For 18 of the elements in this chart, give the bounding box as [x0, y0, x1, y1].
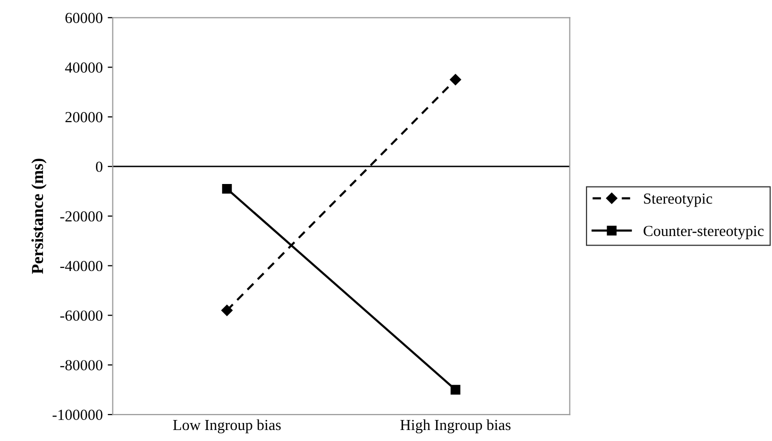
point: [222, 184, 232, 194]
legend-label: Stereotypic: [644, 194, 712, 207]
y-tick-label: 0: [96, 162, 102, 172]
y-tick-label: -20000: [60, 211, 102, 222]
y-tick-label: 60000: [65, 12, 102, 24]
y-tick-label: 20000: [65, 112, 102, 122]
legend-label: Counter-stereotypic: [644, 226, 764, 240]
x-tick-label: Low Ingroup bias: [173, 419, 281, 434]
point: [450, 384, 460, 395]
y-tick-label: -80000: [60, 360, 102, 370]
y-tick-label: -40000: [60, 260, 102, 272]
point: [221, 304, 233, 316]
y-tick-label: 40000: [65, 62, 102, 73]
y-tick-label: -60000: [60, 310, 102, 321]
y-axis-title: Persistance (ms): [31, 158, 47, 274]
x-tick-label: High Ingroup bias: [400, 419, 511, 434]
y-tick-label: -100000: [52, 410, 102, 420]
point: [450, 74, 462, 86]
